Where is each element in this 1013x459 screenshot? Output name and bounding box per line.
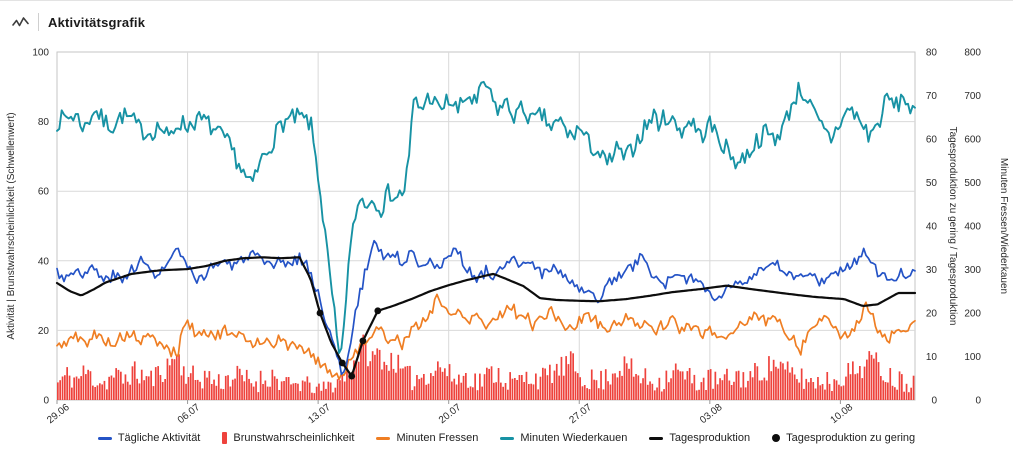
svg-text:600: 600 <box>964 135 981 146</box>
svg-text:700: 700 <box>964 91 981 102</box>
svg-text:Tagesproduktion zu gering / Ta: Tagesproduktion zu gering / Tagesprodukt… <box>947 127 958 326</box>
svg-text:80: 80 <box>926 48 938 59</box>
svg-text:70: 70 <box>926 91 938 102</box>
header-divider <box>38 13 39 31</box>
svg-text:0: 0 <box>975 396 981 407</box>
svg-text:20.07: 20.07 <box>437 402 464 426</box>
svg-text:20: 20 <box>38 326 50 337</box>
legend-label: Brunstwahrscheinlichkeit <box>233 432 355 444</box>
svg-text:Aktivität | Brunstwahrscheinli: Aktivität | Brunstwahrscheinlichkeit (Sc… <box>6 112 17 339</box>
svg-text:27.07: 27.07 <box>567 402 594 426</box>
legend-line-marker-icon <box>97 436 112 440</box>
svg-text:100: 100 <box>964 352 981 363</box>
svg-text:500: 500 <box>964 178 981 189</box>
legend-label: Minuten Fressen <box>396 432 479 444</box>
legend-line-marker-icon <box>376 436 391 440</box>
svg-text:80: 80 <box>38 117 50 128</box>
legend-bar-marker-icon <box>222 432 228 444</box>
legend-label: Tagesproduktion <box>669 432 751 444</box>
svg-text:60: 60 <box>38 187 50 198</box>
legend-label: Tägliche Aktivität <box>117 432 201 444</box>
chart-legend: Tägliche Aktivität Brunstwahrscheinlichke… <box>0 432 1013 444</box>
legend-label: Minuten Wiederkauen <box>520 432 628 444</box>
legend-item-tagesproduktion[interactable]: Tagesproduktion <box>649 432 750 444</box>
legend-item-taegliche-aktivitaet[interactable]: Tägliche Aktivität <box>97 432 201 444</box>
svg-text:20: 20 <box>926 309 938 320</box>
svg-text:10: 10 <box>926 352 938 363</box>
svg-text:800: 800 <box>964 48 981 59</box>
panel-header: Aktivitätsgrafik <box>12 11 145 33</box>
svg-text:200: 200 <box>964 309 981 320</box>
page-title: Aktivitätsgrafik <box>48 14 146 30</box>
svg-text:29.06: 29.06 <box>45 402 72 426</box>
svg-text:50: 50 <box>926 178 938 189</box>
svg-text:400: 400 <box>964 222 981 233</box>
legend-label: Tagesproduktion zu gering <box>786 432 916 444</box>
svg-text:100: 100 <box>32 48 49 59</box>
activity-line-icon <box>12 16 29 26</box>
svg-text:40: 40 <box>926 222 938 233</box>
svg-text:Minuten Fressen/Wiederkauen: Minuten Fressen/Wiederkauen <box>998 158 1009 294</box>
legend-dot-marker-icon <box>772 434 781 442</box>
svg-text:300: 300 <box>964 265 981 276</box>
svg-text:0: 0 <box>931 396 937 407</box>
svg-text:13.07: 13.07 <box>306 402 333 426</box>
svg-text:40: 40 <box>38 256 50 267</box>
svg-text:30: 30 <box>926 265 938 276</box>
legend-item-tagesproduktion-zu-gering[interactable]: Tagesproduktion zu gering <box>772 432 915 444</box>
legend-item-minuten-fressen[interactable]: Minuten Fressen <box>376 432 478 444</box>
svg-text:0: 0 <box>43 396 49 407</box>
svg-text:06.07: 06.07 <box>176 402 203 426</box>
legend-item-minuten-wiederkauen[interactable]: Minuten Wiederkauen <box>500 432 627 444</box>
svg-text:10.08: 10.08 <box>829 402 856 426</box>
legend-line-marker-icon <box>649 436 664 440</box>
svg-text:60: 60 <box>926 135 938 146</box>
svg-text:03.08: 03.08 <box>698 402 725 426</box>
legend-item-brunstwahrscheinlichkeit[interactable]: Brunstwahrscheinlichkeit <box>222 432 354 444</box>
legend-line-marker-icon <box>500 436 515 440</box>
